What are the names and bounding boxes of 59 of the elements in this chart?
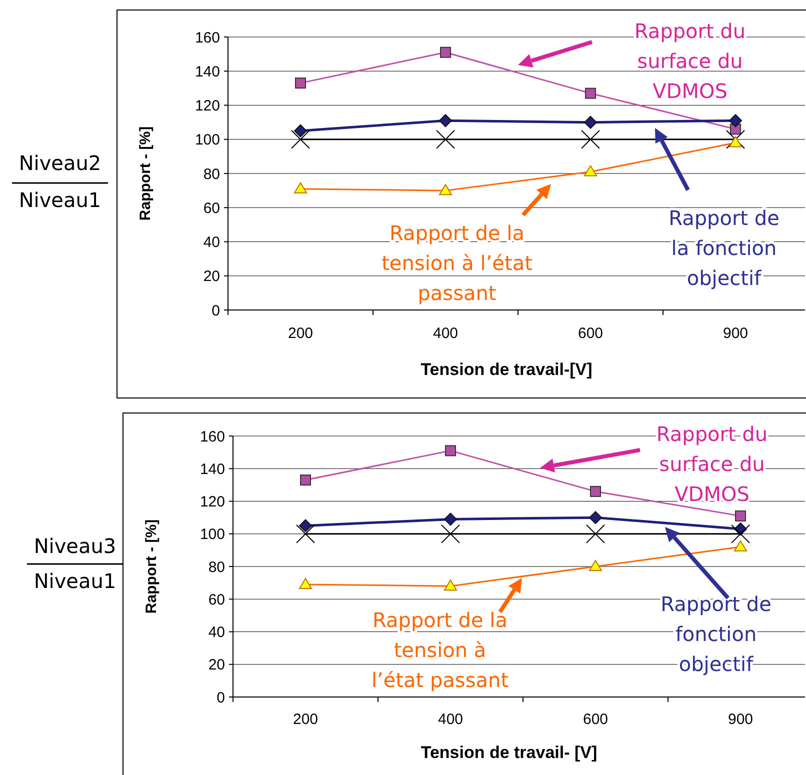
point	[586, 524, 605, 544]
y-tick-label: 100	[200, 526, 225, 544]
x-tick-label: 900	[722, 325, 748, 342]
point	[581, 130, 600, 149]
y-tick-label: 140	[200, 460, 225, 478]
y-tick-label: 140	[194, 63, 220, 80]
y-tick-label: 40	[208, 624, 225, 641]
y-tick-label: 100	[194, 132, 220, 149]
point	[294, 124, 307, 138]
point	[295, 78, 306, 89]
x-axis-title: Tension de travail- [V]	[420, 743, 598, 762]
y-axis-title: Rapport - [%]	[137, 126, 154, 221]
text: Niveau1	[34, 569, 116, 593]
y-tick-label: 0	[216, 689, 225, 706]
y-tick-label: 160	[200, 428, 225, 446]
point	[299, 519, 312, 532]
x-axis-title: Tension de travail-[V]	[420, 360, 592, 379]
y-tick-label: 60	[208, 591, 225, 608]
text: Niveau3	[34, 534, 116, 558]
point	[735, 510, 746, 522]
point	[585, 88, 596, 99]
y-axis-title: Rapport - [%]	[143, 519, 160, 614]
series-label: Rapport de la tension à l’état passant	[371, 608, 509, 692]
y-tick-label: 160	[194, 29, 220, 46]
point	[291, 130, 310, 149]
point	[445, 445, 456, 456]
series-label: Rapport du surface du VDMOS	[634, 19, 746, 103]
x-tick-label: 400	[432, 325, 458, 342]
point	[444, 512, 457, 526]
text: Niveau1	[18, 188, 102, 212]
y-tick-label: 120	[194, 98, 220, 114]
point	[731, 524, 750, 544]
point	[590, 486, 601, 497]
point	[726, 130, 745, 149]
y-tick-label: 60	[203, 200, 220, 217]
point	[584, 116, 597, 129]
x-tick-label: 400	[438, 711, 464, 728]
text: Niveau2	[18, 151, 102, 175]
point	[589, 511, 602, 524]
point	[300, 474, 311, 486]
x-tick-label: 600	[582, 711, 608, 728]
y-tick-label: 80	[203, 166, 220, 183]
point	[296, 524, 315, 544]
x-tick-label: 200	[292, 711, 318, 728]
y-tick-label: 40	[203, 234, 220, 251]
x-tick-label: 900	[728, 711, 754, 728]
point	[439, 114, 452, 128]
x-tick-label: 200	[288, 325, 314, 342]
point	[729, 114, 742, 128]
series-label: Rapport de la tension à l’état passant	[382, 221, 533, 305]
y-tick-label: 80	[208, 558, 225, 576]
y-tick-label: 20	[208, 656, 225, 674]
y-tick-label: 120	[200, 494, 225, 510]
point	[436, 130, 455, 149]
y-tick-label: 0	[212, 302, 220, 320]
point	[441, 524, 460, 544]
y-tick-label: 20	[203, 268, 220, 286]
point	[440, 46, 451, 58]
x-tick-label: 600	[578, 325, 604, 342]
